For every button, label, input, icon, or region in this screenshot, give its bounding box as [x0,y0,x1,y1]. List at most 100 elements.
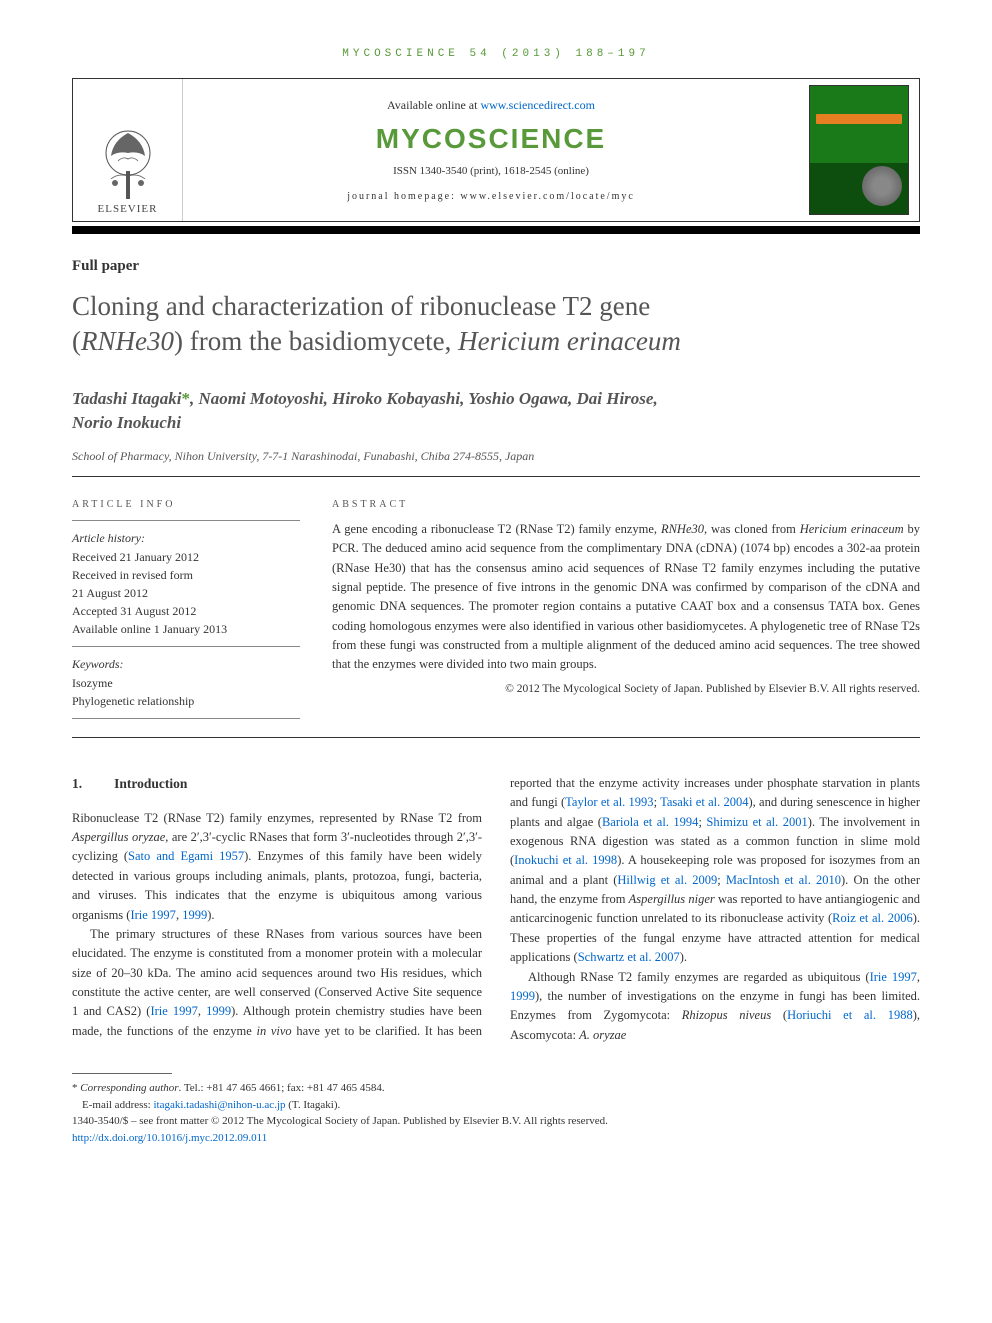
running-head: MYCOSCIENCE 54 (2013) 188–197 [72,48,920,60]
authors: Tadashi Itagaki*, Naomi Motoyoshi, Hirok… [72,387,920,435]
affiliation: School of Pharmacy, Nihon University, 7-… [72,449,920,464]
citation-link[interactable]: 1999 [206,1004,231,1018]
latin-term: in vivo [256,1024,291,1038]
history-accepted: Accepted 31 August 2012 [72,602,300,620]
footnote-rule [72,1073,172,1074]
author-3: Hiroko Kobayashi [332,389,460,408]
masthead-center: Available online at www.sciencedirect.co… [183,79,799,221]
title-paren-open: ( [72,326,81,356]
title-mid: ) from the basidiomycete, [174,326,458,356]
journal-homepage: journal homepage: www.elsevier.com/locat… [191,191,791,202]
email-label: E-mail address: [82,1099,153,1111]
citation-link[interactable]: Horiuchi et al. 1988 [787,1008,913,1022]
citation-link[interactable]: Inokuchi et al. 1998 [514,853,617,867]
corresponding-tel: . Tel.: +81 47 465 4661; fax: +81 47 465… [179,1082,385,1094]
rule [72,520,300,521]
sciencedirect-link[interactable]: www.sciencedirect.com [480,98,595,112]
history-label: Article history: [72,531,300,546]
text-frag: ). [680,950,687,964]
front-matter-line: 1340-3540/$ – see front matter © 2012 Th… [72,1113,920,1130]
citation-link[interactable]: Taylor et al. 1993 [565,795,653,809]
author-4: Yoshio Ogawa [468,389,568,408]
history-revised-2: 21 August 2012 [72,584,300,602]
title-gene: RNHe30 [81,326,174,356]
abstract-frag: A gene encoding a ribonuclease T2 (RNase… [332,522,661,536]
email-suffix: (T. Itagaki). [286,1099,341,1111]
abstract-copyright: © 2012 The Mycological Society of Japan.… [332,683,920,695]
author-5: Dai Hirose [576,389,653,408]
paragraph: Although RNase T2 family enzymes are reg… [510,968,920,1046]
abstract-text: A gene encoding a ribonuclease T2 (RNase… [332,520,920,675]
author-sep: , [324,389,333,408]
elsevier-label: ELSEVIER [98,203,158,215]
title-species: Hericium erinaceum [458,326,681,356]
rule [72,646,300,647]
article-title: Cloning and characterization of ribonucl… [72,289,920,359]
author-sep: , [653,389,657,408]
issn-line: ISSN 1340-3540 (print), 1618-2545 (onlin… [191,165,791,177]
doi-line: http://dx.doi.org/10.1016/j.myc.2012.09.… [72,1130,920,1147]
article-type: Full paper [72,258,920,275]
author-2: Naomi Motoyoshi [198,389,323,408]
section-number: 1. [72,774,82,795]
citation-link[interactable]: Schwartz et al. 2007 [578,950,680,964]
available-online: Available online at www.sciencedirect.co… [191,98,791,113]
abstract-column: ABSTRACT A gene encoding a ribonuclease … [332,499,920,729]
abstract-species: Hericium erinaceum [800,522,904,536]
section-title: Introduction [114,776,187,791]
keyword-1: Isozyme [72,674,300,692]
doi-link[interactable]: http://dx.doi.org/10.1016/j.myc.2012.09.… [72,1132,267,1144]
corresponding-author-note: * Corresponding author. Tel.: +81 47 465… [72,1080,920,1097]
rule [72,476,920,477]
email-line: E-mail address: itagaki.tadashi@nihon-u.… [72,1097,920,1114]
citation-link[interactable]: 1999 [182,908,207,922]
text-frag: ( [771,1008,787,1022]
citation-link[interactable]: Roiz et al. 2006 [832,911,913,925]
citation-link[interactable]: Hillwig et al. 2009 [617,873,717,887]
citation-link[interactable]: Bariola et al. 1994 [602,815,698,829]
journal-cover-thumbnail [809,85,909,215]
citation-link[interactable]: Tasaki et al. 2004 [660,795,748,809]
corresponding-asterisk: * [181,389,190,408]
citation-link[interactable]: MacIntosh et al. 2010 [726,873,841,887]
citation-link[interactable]: Sato and Egami 1957 [128,849,244,863]
keywords-label: Keywords: [72,657,300,672]
citation-link[interactable]: Irie 1997 [870,970,917,984]
masthead: ELSEVIER Available online at www.science… [72,78,920,222]
abstract-frag: , was cloned from [704,522,800,536]
keyword-2: Phylogenetic relationship [72,692,300,710]
journal-logo: MYCOSCIENCE [191,123,791,155]
corresponding-label: Corresponding author [80,1082,178,1094]
citation-link[interactable]: 1999 [510,989,535,1003]
abstract-gene: RNHe30 [661,522,704,536]
elsevier-tree-icon [93,121,163,201]
author-1: Tadashi Itagaki [72,389,181,408]
rule [72,718,300,719]
citation-link[interactable]: Irie 1997 [130,908,175,922]
text-frag: , [917,970,920,984]
body-text: 1. Introduction Ribonuclease T2 (RNase T2… [72,774,920,1045]
title-line1: Cloning and characterization of ribonucl… [72,291,650,321]
author-6: Norio Inokuchi [72,413,181,432]
text-frag: Ribonuclease T2 (RNase T2) family enzyme… [72,811,482,825]
history-received: Received 21 January 2012 [72,548,300,566]
available-prefix: Available online at [387,98,480,112]
paragraph: Ribonuclease T2 (RNase T2) family enzyme… [72,809,482,925]
text-frag: ; [717,873,726,887]
text-frag: , [198,1004,206,1018]
text-frag: Although RNase T2 family enzymes are reg… [528,970,870,984]
info-abstract-row: ARTICLE INFO Article history: Received 2… [72,499,920,729]
abstract-heading: ABSTRACT [332,499,920,510]
cover-block [799,79,919,221]
email-link[interactable]: itagaki.tadashi@nihon-u.ac.jp [153,1099,285,1111]
page: MYCOSCIENCE 54 (2013) 188–197 ELSEVIER A… [0,0,992,1178]
citation-link[interactable]: Shimizu et al. 2001 [706,815,807,829]
asterisk: * [72,1082,80,1094]
citation-link[interactable]: Irie 1997 [150,1004,197,1018]
species-name: A. oryzae [579,1028,626,1042]
species-name: Aspergillus oryzae [72,830,165,844]
history-online: Available online 1 January 2013 [72,620,300,638]
masthead-underline [72,226,920,234]
publisher-block: ELSEVIER [73,79,183,221]
species-name: Rhizopus niveus [682,1008,771,1022]
